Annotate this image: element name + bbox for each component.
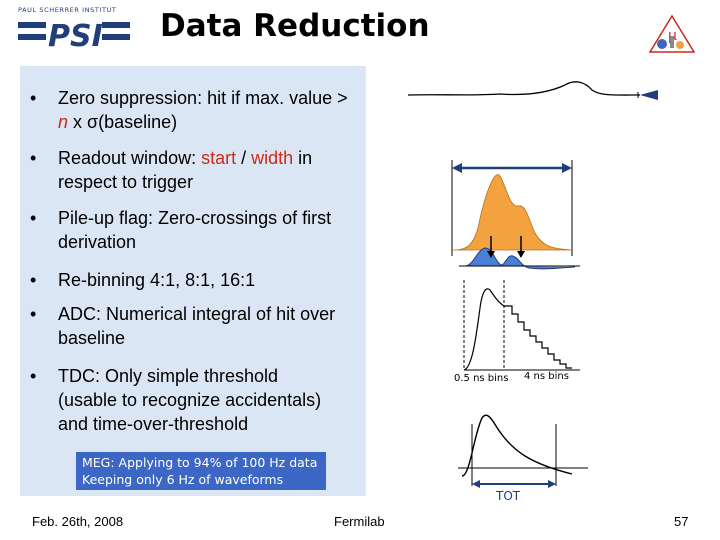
logo-text: PSI xyxy=(48,19,103,52)
zero-suppression-waveform xyxy=(407,81,658,100)
pileup-figure xyxy=(459,236,580,270)
bullet-tdc: • TDC: Only simple threshold (usable to … xyxy=(30,366,322,434)
note-line-1: MEG: Applying to 94% of 100 Hz data xyxy=(82,455,318,470)
tot-figure: TOT xyxy=(458,414,588,503)
bullet-adc: • ADC: Numerical integral of hit over ba… xyxy=(30,304,336,348)
bullet-zero-suppression: • Zero suppression: hit if max. value > … xyxy=(30,88,348,132)
psi-logo: PAUL SCHERRER INSTITUT PSI xyxy=(18,6,133,52)
bullet-panel xyxy=(20,66,366,496)
bullet-rebinning: • Re-binning 4:1, 8:1, 16:1 xyxy=(30,270,256,290)
bullet-pileup-flag: • Pile-up flag: Zero-crossings of first … xyxy=(30,208,332,252)
rebinning-figure: 0.5 ns bins 4 ns bins xyxy=(454,280,580,384)
lab-emblem-icon: μ xyxy=(648,14,696,53)
footer-venue: Fermilab xyxy=(334,514,385,529)
logo-caption: PAUL SCHERRER INSTITUT xyxy=(18,6,117,14)
bullet-readout-window: • Readout window: start / width in respe… xyxy=(30,148,313,192)
tot-label: TOT xyxy=(495,489,521,503)
page-number: 57 xyxy=(674,514,689,529)
bins-label-coarse: 4 ns bins xyxy=(524,371,569,382)
note-line-2: Keeping only 6 Hz of waveforms xyxy=(82,472,284,487)
bins-label-fine: 0.5 ns bins xyxy=(454,373,508,384)
page-title: Data Reduction xyxy=(160,8,430,44)
meg-note-box: MEG: Applying to 94% of 100 Hz data Keep… xyxy=(76,452,326,490)
footer-date: Feb. 26th, 2008 xyxy=(32,514,124,529)
readout-window-figure xyxy=(451,160,573,256)
